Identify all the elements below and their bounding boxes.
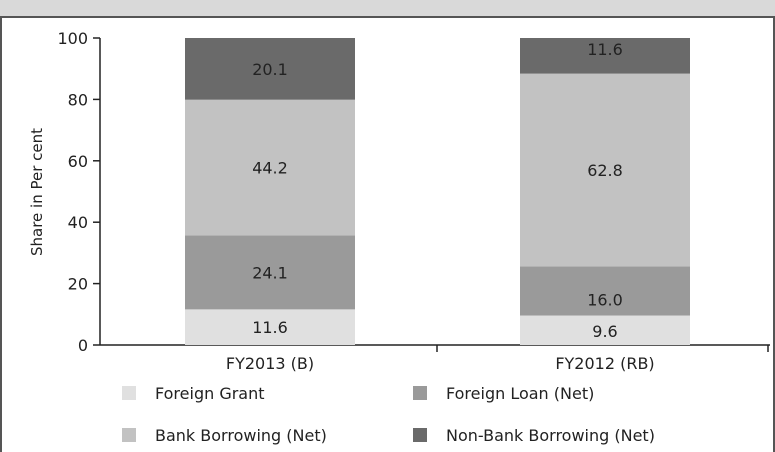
data-labels: 11.6 24.1 44.2 20.1 9.6 16.0 62.8 11.6 [252, 40, 623, 341]
legend-swatch [122, 428, 136, 442]
data-label: 24.1 [252, 263, 288, 282]
y-axis-label: Share in Per cent [28, 128, 46, 256]
bar-segment [520, 266, 690, 316]
bar-segment [185, 38, 355, 100]
data-label: 11.6 [252, 318, 288, 337]
frame-right-border [773, 16, 775, 452]
bar-segment [520, 315, 690, 345]
legend-label: Non-Bank Borrowing (Net) [446, 426, 655, 445]
legend: Foreign Grant Foreign Loan (Net) Bank Borr… [122, 384, 655, 445]
legend-swatch [413, 428, 427, 442]
y-tick-label: 0 [78, 336, 88, 355]
bars [185, 38, 690, 345]
bar-segment [185, 309, 355, 345]
y-tick-label: 40 [68, 213, 88, 232]
header-band [0, 0, 775, 18]
bar-segment [520, 73, 690, 267]
y-tick-label: 20 [68, 275, 88, 294]
x-tick-label: FY2012 (RB) [555, 354, 654, 373]
y-tick-label: 60 [68, 152, 88, 171]
data-label: 9.6 [592, 322, 617, 341]
y-tick-label: 100 [57, 29, 88, 48]
y-tick-label: 80 [68, 90, 88, 109]
bar-segment [520, 38, 690, 74]
bar-segment [185, 235, 355, 310]
legend-label: Foreign Grant [155, 384, 265, 403]
x-tick-label: FY2013 (B) [226, 354, 314, 373]
data-label: 62.8 [587, 161, 623, 180]
data-label: 16.0 [587, 291, 623, 310]
legend-label: Foreign Loan (Net) [446, 384, 594, 403]
frame-left-border [0, 16, 2, 452]
legend-swatch [122, 386, 136, 400]
data-label: 20.1 [252, 60, 288, 79]
legend-label: Bank Borrowing (Net) [155, 426, 327, 445]
data-label: 44.2 [252, 159, 288, 178]
bar-segment [185, 99, 355, 236]
legend-swatch [413, 386, 427, 400]
data-label: 11.6 [587, 40, 623, 59]
